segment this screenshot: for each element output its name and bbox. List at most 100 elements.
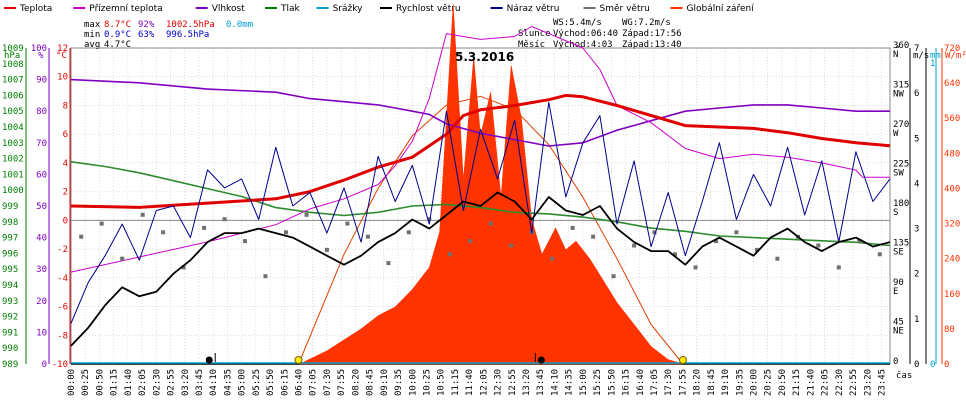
pct-tick-label: 80 xyxy=(36,107,47,117)
time-tick-label: 16:40 xyxy=(636,369,646,396)
moon-rise: Východ:4:03 xyxy=(553,40,613,50)
time-tick-label: 01:40 xyxy=(124,369,134,396)
hpa-tick-label: 993 xyxy=(2,297,18,307)
mm-unit: mm xyxy=(930,51,941,61)
temp-tick-label: 6 xyxy=(63,130,68,140)
time-tick-label: 03:45 xyxy=(195,369,205,396)
ground-temp-line xyxy=(70,26,890,273)
time-tick-label: 09:35 xyxy=(394,369,404,396)
stat-ws: WS:5.4m/s xyxy=(553,18,602,28)
wind-direction-point xyxy=(202,225,207,230)
legend-label: Globální záření xyxy=(687,4,755,14)
wm-tick-label: 480 xyxy=(944,149,960,159)
legend-label: Teplota xyxy=(19,4,52,14)
wm-tick-label: 0 xyxy=(944,360,949,370)
time-tick-label: 00:00 xyxy=(67,369,77,396)
wind-direction-point xyxy=(284,230,288,235)
wind-direction-point xyxy=(427,217,432,222)
dir-tick-label: 45 xyxy=(893,318,904,328)
temp-tick-label: -2 xyxy=(57,245,68,255)
dir-tick-compass: SW xyxy=(893,169,904,179)
time-tick-label: 09:10 xyxy=(380,369,390,396)
moon-label: Měsíc xyxy=(518,40,545,50)
stats-block: max 8.7°C 92% 1002.5hPa 0.0mm min 0.9°C 63% 996.… xyxy=(84,18,682,50)
legend-label: Tlak xyxy=(280,4,301,14)
legend-label: Rychlost větru xyxy=(396,4,461,14)
ms-tick-label: 6 xyxy=(914,89,919,99)
wind-direction-point xyxy=(304,212,309,217)
temp-tick-label: 0 xyxy=(63,216,68,226)
time-tick-label: 08:45 xyxy=(366,369,376,396)
stat-max-temp: 8.7°C xyxy=(104,20,131,30)
pct-tick-label: 70 xyxy=(36,139,47,149)
time-tick-label: 13:20 xyxy=(522,369,532,396)
wind-direction-point xyxy=(386,261,391,266)
hpa-tick-label: 1000 xyxy=(2,186,24,196)
temp-unit: °C xyxy=(56,51,67,61)
time-tick-label: 02:30 xyxy=(152,369,162,396)
legend-label: Směr větru xyxy=(600,4,650,14)
stat-min-label: min xyxy=(84,30,100,40)
time-tick-label: 16:15 xyxy=(622,369,632,396)
wm-tick-label: 160 xyxy=(944,290,960,300)
stat-min-press: 996.5hPa xyxy=(166,30,209,40)
time-tick-label: 15:00 xyxy=(579,369,589,396)
time-tick-label: 12:30 xyxy=(494,369,504,396)
ms-tick-label: 7 xyxy=(914,44,919,54)
legend-label: Náraz větru xyxy=(507,4,560,14)
temp-tick-label: -8 xyxy=(57,331,68,341)
sunrise-marker xyxy=(294,356,303,364)
time-tick-label: 08:20 xyxy=(351,369,361,396)
wind-direction-point xyxy=(161,230,166,235)
time-tick-label: 22:55 xyxy=(849,369,859,396)
wind-direction-point xyxy=(447,252,452,257)
time-tick-label: 22:30 xyxy=(835,369,845,396)
wind-direction-point xyxy=(243,239,247,244)
wind-direction-point xyxy=(570,225,575,230)
plot-area xyxy=(70,4,891,365)
time-tick-label: 22:05 xyxy=(821,369,831,396)
stat-min-temp: 0.9°C xyxy=(104,30,131,40)
wind-direction-point xyxy=(836,265,841,270)
hpa-tick-label: 996 xyxy=(2,249,18,259)
wind-direction-point xyxy=(632,243,637,248)
time-tick-label: 17:05 xyxy=(650,369,660,396)
wm-tick-label: 320 xyxy=(944,220,960,230)
time-tick-label: 19:10 xyxy=(721,369,731,396)
time-tick-label: 06:15 xyxy=(280,369,290,396)
pct-tick-label: 90 xyxy=(36,76,47,86)
dir-tick-compass: NW xyxy=(893,90,904,100)
wind-direction-point xyxy=(734,230,739,235)
ms-tick-label: 2 xyxy=(914,270,919,280)
hpa-tick-label: 1009 xyxy=(2,44,24,54)
time-tick-label: 20:00 xyxy=(750,369,760,396)
legend-label: Srážky xyxy=(333,4,364,14)
time-tick-label: 00:50 xyxy=(95,369,105,396)
temperature-line xyxy=(70,93,891,209)
pct-tick-label: 20 xyxy=(36,297,47,307)
wind-direction-point xyxy=(816,243,821,248)
wm-tick-label: 720 xyxy=(944,44,960,54)
time-tick-label: 02:55 xyxy=(167,369,177,396)
ms-tick-label: 3 xyxy=(914,225,919,235)
hpa-unit: hPa xyxy=(4,51,20,61)
stat-max-rain: 0.0mm xyxy=(226,20,253,30)
dir-tick-label: 360 xyxy=(893,41,909,51)
hpa-tick-label: 1001 xyxy=(2,170,24,180)
ms-tick-label: 4 xyxy=(914,179,919,189)
time-tick-label: 06:40 xyxy=(295,369,305,396)
date-title: 5.3.2016 xyxy=(455,50,514,64)
temp-tick-label: 2 xyxy=(63,188,68,198)
time-tick-label: 13:45 xyxy=(536,369,546,396)
wind-direction-point xyxy=(140,212,145,217)
wm-tick-label: 240 xyxy=(944,255,960,265)
dir-tick-compass: S xyxy=(893,208,898,218)
ms-tick-label: 0 xyxy=(914,360,919,370)
dir-tick-compass: E xyxy=(893,287,898,297)
wind-direction-point xyxy=(877,252,882,257)
sun-rise: Východ:06:40 xyxy=(553,29,618,39)
time-tick-label: 15:25 xyxy=(593,369,603,396)
wm-unit: W/m² xyxy=(945,51,966,61)
wind-direction-point xyxy=(324,247,329,252)
